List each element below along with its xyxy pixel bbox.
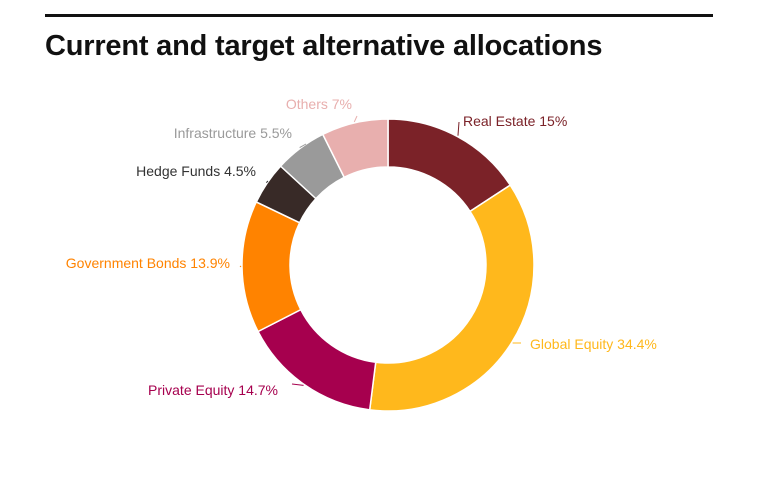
slice-global-equity [368, 184, 535, 412]
chart-title: Current and target alternative allocatio… [45, 30, 603, 62]
label-private-equity: Private Equity 14.7% [148, 382, 278, 398]
label-others: Others 7% [286, 96, 352, 112]
label-global-equity: Global Equity 34.4% [530, 336, 657, 352]
label-hedge-funds: Hedge Funds 4.5% [136, 163, 256, 179]
leader-hedge-funds [265, 180, 269, 183]
slice-government-bonds [241, 200, 302, 333]
leader-real-estate [457, 121, 460, 136]
label-government-bonds: Government Bonds 13.9% [66, 255, 230, 271]
label-leaders [239, 115, 522, 386]
label-infrastructure: Infrastructure 5.5% [174, 125, 292, 141]
leader-government-bonds [239, 265, 242, 268]
leader-others [353, 115, 358, 123]
donut-slices [241, 118, 535, 412]
slice-others [321, 118, 389, 179]
label-real-estate: Real Estate 15% [463, 113, 567, 129]
leader-infrastructure [299, 143, 307, 148]
slice-labels: Real Estate 15% Global Equity 34.4% Privat… [66, 96, 657, 398]
top-rule [45, 14, 713, 17]
leader-private-equity [291, 383, 304, 386]
